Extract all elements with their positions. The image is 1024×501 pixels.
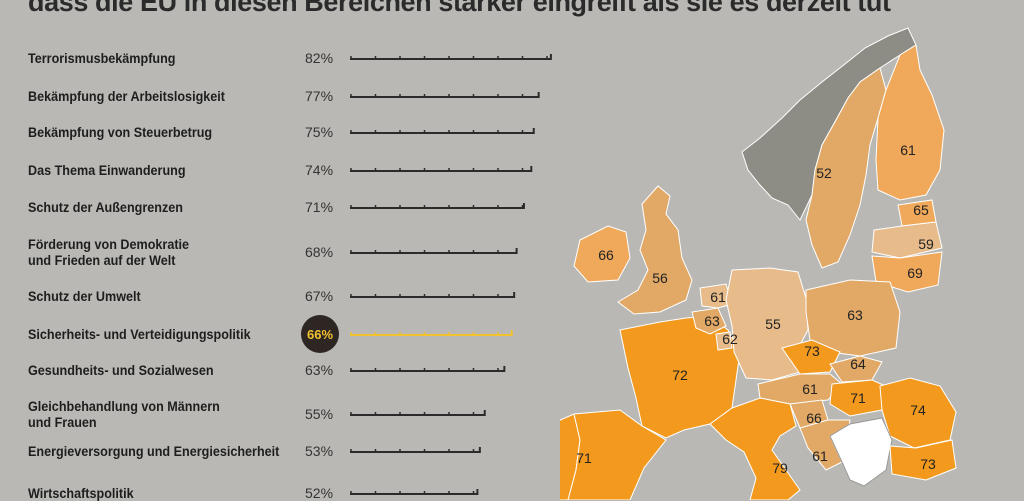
value-label: 75% xyxy=(305,124,334,140)
bar-label: Förderung von Demokratie und Frieden auf… xyxy=(28,236,190,268)
country-uk xyxy=(617,185,693,315)
bar xyxy=(350,292,516,298)
map-value: 55 xyxy=(765,316,781,332)
value-label: 68% xyxy=(305,244,334,260)
bar xyxy=(350,489,479,495)
bar xyxy=(350,54,552,60)
map-value: 74 xyxy=(910,402,926,418)
value-label: 53% xyxy=(305,443,334,459)
country-luxembourg xyxy=(715,331,733,351)
country-slovakia xyxy=(829,355,883,383)
map-values: 6656526165596961636255637364726171746661… xyxy=(576,142,936,476)
map-value: 63 xyxy=(847,307,863,323)
map-value: 71 xyxy=(576,450,592,466)
map-value: 61 xyxy=(802,381,818,397)
country-bulgaria xyxy=(889,439,957,481)
bar-label: Bekämpfung der Arbeitslosigkeit xyxy=(28,88,225,104)
map-value: 73 xyxy=(804,343,820,359)
bar xyxy=(350,330,513,336)
map-value: 61 xyxy=(710,289,726,305)
bar-label: Wirtschaftspolitik xyxy=(28,485,134,501)
bar xyxy=(350,410,486,416)
map-value: 66 xyxy=(806,410,822,426)
value-label: 71% xyxy=(305,199,334,215)
bar xyxy=(350,248,518,254)
value-label-highlight: 66% xyxy=(301,315,339,353)
country-finland xyxy=(875,44,945,201)
country-latvia xyxy=(871,221,943,259)
bar-label: Sicherheits- und Verteidigungspolitik xyxy=(28,326,251,342)
bar xyxy=(350,166,533,172)
europe-map: 6656526165596961636255637364726171746661… xyxy=(560,27,957,500)
value-label: 82% xyxy=(305,50,334,66)
country-belgium xyxy=(691,307,727,335)
bar xyxy=(350,366,506,372)
map-value: 52 xyxy=(816,165,832,181)
map-value: 69 xyxy=(907,265,923,281)
value-label: 74% xyxy=(305,162,334,178)
map-value: 59 xyxy=(918,236,934,252)
country-poland xyxy=(805,279,901,357)
bar xyxy=(350,447,481,453)
map-value: 61 xyxy=(812,448,828,464)
country-netherlands xyxy=(699,283,733,309)
bar-label: Energieversorgung und Energiesicherheit xyxy=(28,443,280,459)
bar xyxy=(350,92,540,98)
map-value: 63 xyxy=(704,313,720,329)
map-value: 62 xyxy=(722,331,738,347)
country-italy xyxy=(709,397,801,500)
bar-label: Schutz der Außengrenzen xyxy=(28,199,183,215)
chart-title: dass die EU in diesen Bereichen stärker … xyxy=(28,0,891,17)
map-value: 56 xyxy=(652,270,668,286)
value-label: 55% xyxy=(305,406,334,422)
bar-label: Das Thema Einwanderung xyxy=(28,162,186,178)
map-value: 71 xyxy=(850,390,866,406)
bar-label: Gesundheits- und Sozialwesen xyxy=(28,362,214,378)
bar-label: Terrorismusbekämpfung xyxy=(28,50,176,66)
value-label: 67% xyxy=(305,288,334,304)
value-label: 77% xyxy=(305,88,334,104)
region-western-balkans xyxy=(829,417,893,487)
bar xyxy=(350,128,535,134)
country-czech xyxy=(781,339,841,375)
country-sweden xyxy=(805,67,887,269)
map-value: 65 xyxy=(913,202,929,218)
bar xyxy=(350,203,525,209)
bar-label: Gleichbehandlung von Männern und Frauen xyxy=(28,398,220,430)
map-value: 66 xyxy=(598,247,614,263)
bar-label: Schutz der Umwelt xyxy=(28,288,141,304)
map-value: 61 xyxy=(900,142,916,158)
value-label: 52% xyxy=(305,485,334,501)
value-label: 63% xyxy=(305,362,334,378)
country-spain xyxy=(567,409,667,500)
map-value: 79 xyxy=(772,460,788,476)
map-value: 72 xyxy=(672,367,688,383)
country-ireland xyxy=(573,225,631,283)
map-value: 64 xyxy=(850,356,866,372)
bar-label: Bekämpfung von Steuerbetrug xyxy=(28,124,213,140)
map-value: 73 xyxy=(920,456,936,472)
